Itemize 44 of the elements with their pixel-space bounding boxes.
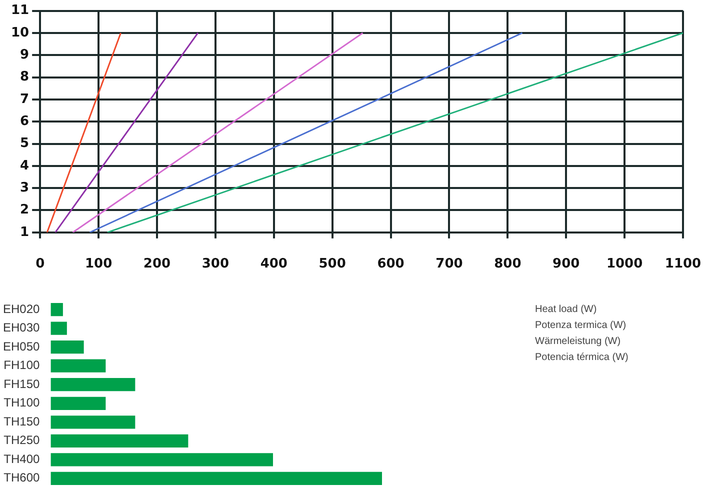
y-tick-label: EH030 bbox=[2, 320, 40, 335]
y-tick-label: TH150 bbox=[4, 414, 40, 428]
bar bbox=[50, 472, 382, 485]
y-tick-label: 8 bbox=[20, 70, 30, 85]
y-tick-label: 10 bbox=[10, 25, 30, 40]
y-tick-label: 4 bbox=[20, 158, 30, 174]
x-tick-label: 700 bbox=[436, 256, 463, 272]
y-tick-label: TH250 bbox=[4, 433, 40, 448]
y-tick-label: 6 bbox=[20, 114, 30, 129]
x-tick-label: 400 bbox=[260, 256, 288, 272]
y-tick-label: 2 bbox=[20, 202, 30, 218]
x-tick-label: 1000 bbox=[606, 256, 643, 272]
y-tick-label: EH020 bbox=[2, 302, 40, 316]
y-tick-label: 11 bbox=[10, 3, 30, 18]
y-tick-label: 9 bbox=[20, 47, 30, 62]
y-tick-label: TH600 bbox=[4, 470, 40, 485]
y-tick-label: TH400 bbox=[4, 452, 40, 466]
y-tick-label: 7 bbox=[20, 92, 30, 107]
bar bbox=[50, 434, 188, 448]
bar bbox=[50, 359, 106, 372]
y-tick-label: 1 bbox=[20, 224, 30, 240]
x-tick-label: 300 bbox=[202, 256, 229, 272]
bar bbox=[50, 453, 273, 466]
y-tick-label: EH050 bbox=[2, 339, 40, 354]
x-axis-title: Heat load (W) Potenza termica (W) Wärmeleistung (W) Potencia térmica (W) bbox=[535, 303, 628, 365]
bar bbox=[50, 303, 63, 316]
y-tick-label: TH100 bbox=[4, 396, 40, 410]
bar bbox=[50, 322, 67, 335]
x-tick-label: 200 bbox=[143, 256, 171, 272]
x-tick-label: 500 bbox=[318, 256, 346, 272]
y-tick-label: FH100 bbox=[4, 358, 40, 372]
bar bbox=[50, 340, 84, 354]
y-tick-label: 3 bbox=[20, 180, 30, 196]
x-tick-label: 600 bbox=[377, 256, 404, 272]
x-tick-label: 1100 bbox=[664, 256, 702, 272]
y-tick-label: 5 bbox=[20, 136, 30, 152]
y-tick-label: FH150 bbox=[4, 376, 40, 391]
bar bbox=[50, 378, 136, 392]
bar bbox=[50, 396, 106, 410]
bar bbox=[50, 416, 136, 429]
x-tick-label: 0 bbox=[36, 256, 45, 272]
x-tick-label: 900 bbox=[552, 256, 580, 272]
x-tick-label: 100 bbox=[84, 256, 112, 272]
x-tick-label: 800 bbox=[494, 256, 522, 272]
